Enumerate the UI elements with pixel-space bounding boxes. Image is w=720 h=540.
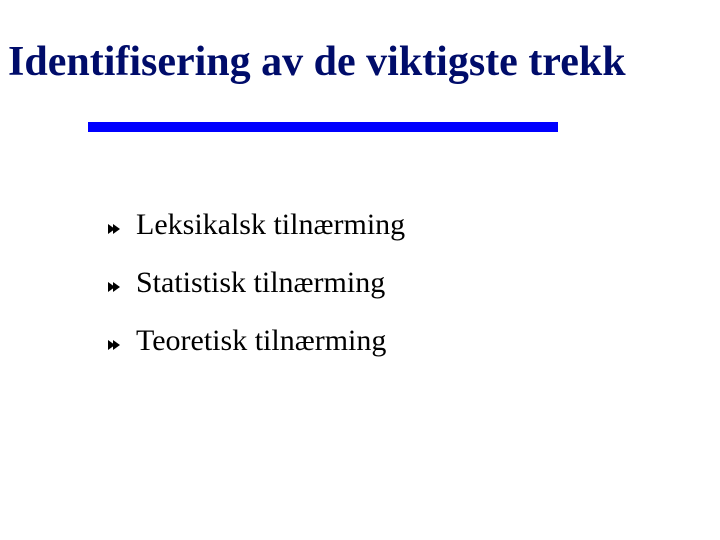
bullet-list: Leksikalsk tilnærming Statistisk tilnærm… <box>106 210 405 356</box>
bullet-text: Teoretisk tilnærming <box>136 326 386 356</box>
bullet-text: Leksikalsk tilnærming <box>136 210 405 240</box>
chevron-right-icon <box>106 280 136 294</box>
slide: Identifisering av de viktigste trekk Lek… <box>0 0 720 540</box>
chevron-right-icon <box>106 338 136 352</box>
list-item: Statistisk tilnærming <box>106 268 405 298</box>
page-title: Identifisering av de viktigste trekk <box>8 38 626 86</box>
list-item: Leksikalsk tilnærming <box>106 210 405 240</box>
bullet-text: Statistisk tilnærming <box>136 268 385 298</box>
title-underline-rule <box>88 122 558 132</box>
chevron-right-icon <box>106 222 136 236</box>
list-item: Teoretisk tilnærming <box>106 326 405 356</box>
